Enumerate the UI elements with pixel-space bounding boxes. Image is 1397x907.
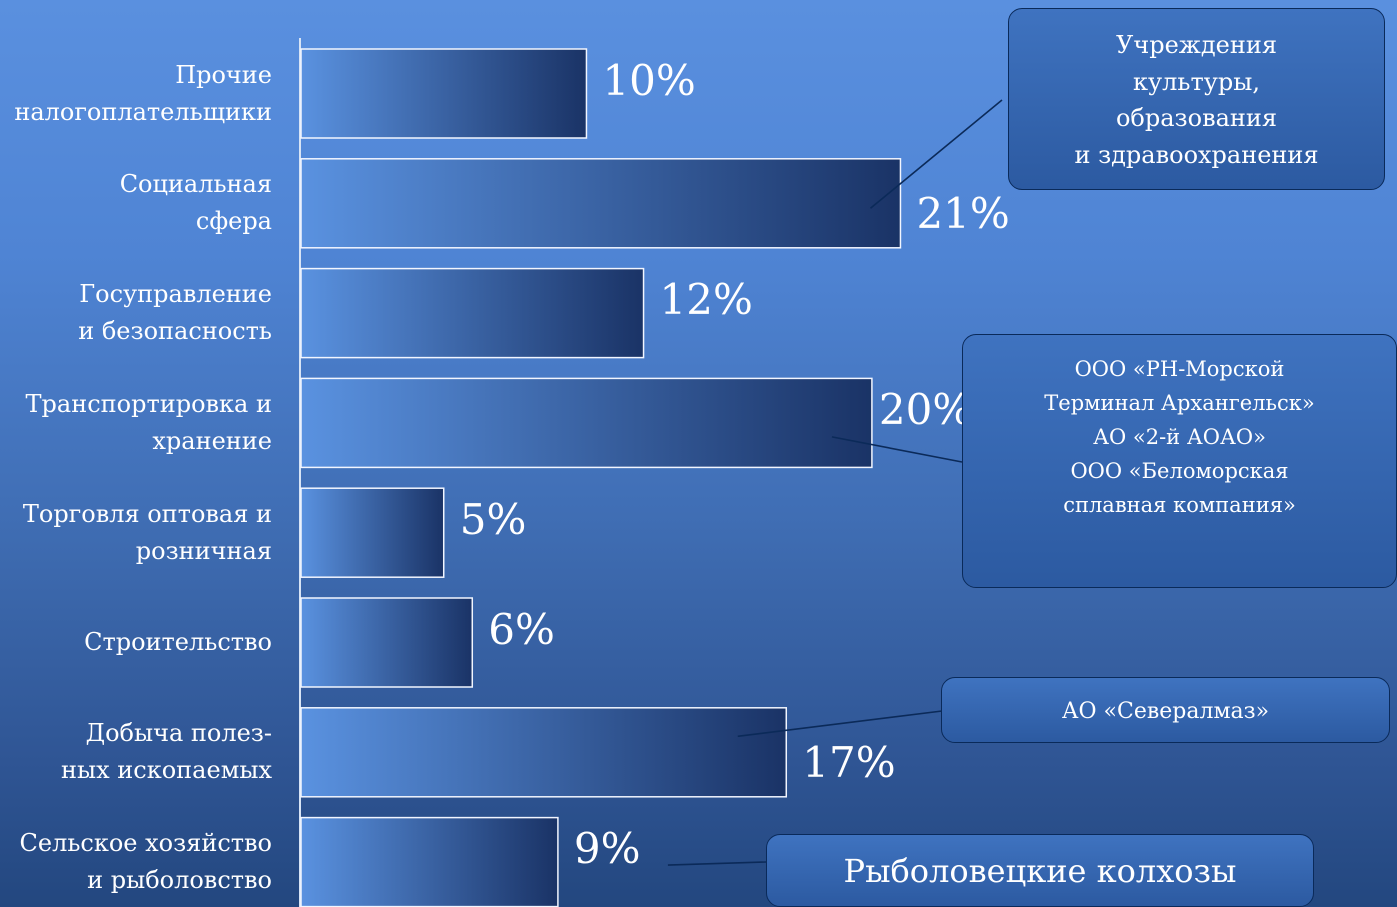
callout-leader-line-2 bbox=[831, 436, 963, 463]
category-label-4: Транспортировка и хранение bbox=[25, 389, 272, 455]
bar-4 bbox=[300, 377, 873, 469]
callout-fishing-collectives-text: Рыболовецкие колхозы bbox=[843, 852, 1237, 890]
bar-8 bbox=[300, 816, 559, 907]
bar-2 bbox=[300, 158, 902, 249]
value-label-2: 21% bbox=[916, 189, 1010, 239]
category-label-8: Сельское хозяйство и рыболовство bbox=[19, 829, 273, 895]
bar-7 bbox=[300, 707, 788, 798]
callout-leader-line-4 bbox=[667, 861, 767, 866]
bar-6 bbox=[300, 597, 474, 688]
value-label-7: 17% bbox=[802, 738, 896, 788]
callout-transport-companies: ООО «РН-Морской Терминал Архангельск» АО… bbox=[962, 334, 1397, 588]
callout-leader-line-1 bbox=[869, 99, 1003, 209]
bar-3 bbox=[300, 267, 645, 359]
bars-layer bbox=[300, 48, 902, 907]
callout-leader-line-3 bbox=[737, 710, 943, 738]
callout-severalmaz: АО «Севералмаз» bbox=[941, 677, 1390, 743]
category-label-7: Добыча полез- ных ископаемых bbox=[61, 719, 272, 785]
value-label-3: 12% bbox=[659, 275, 753, 325]
category-label-2: Социальная сфера bbox=[119, 170, 272, 236]
value-label-4: 20% bbox=[878, 384, 973, 434]
callout-institutions-text: Учреждения культуры, образования и здрав… bbox=[1074, 31, 1319, 169]
category-label-6: Строительство bbox=[84, 628, 272, 656]
value-label-8: 9% bbox=[573, 824, 641, 874]
bar-1 bbox=[300, 48, 588, 139]
callout-severalmaz-text: АО «Севералмаз» bbox=[1061, 699, 1270, 724]
callout-transport-companies-text: ООО «РН-Морской Терминал Архангельск» АО… bbox=[1044, 357, 1315, 517]
category-label-3: Госуправление и безопасность bbox=[78, 280, 272, 346]
leader-lines-layer bbox=[667, 99, 1003, 866]
value-label-5: 5% bbox=[459, 494, 527, 544]
callout-institutions: Учреждения культуры, образования и здрав… bbox=[1008, 8, 1385, 190]
value-label-1: 10% bbox=[602, 55, 696, 105]
value-label-6: 6% bbox=[488, 604, 555, 654]
bar-5 bbox=[300, 487, 445, 578]
category-label-1: Прочие налогоплательщики bbox=[14, 60, 272, 126]
category-label-5: Торговля оптовая и розничная bbox=[22, 499, 272, 565]
callout-fishing-collectives: Рыболовецкие колхозы bbox=[766, 834, 1314, 907]
